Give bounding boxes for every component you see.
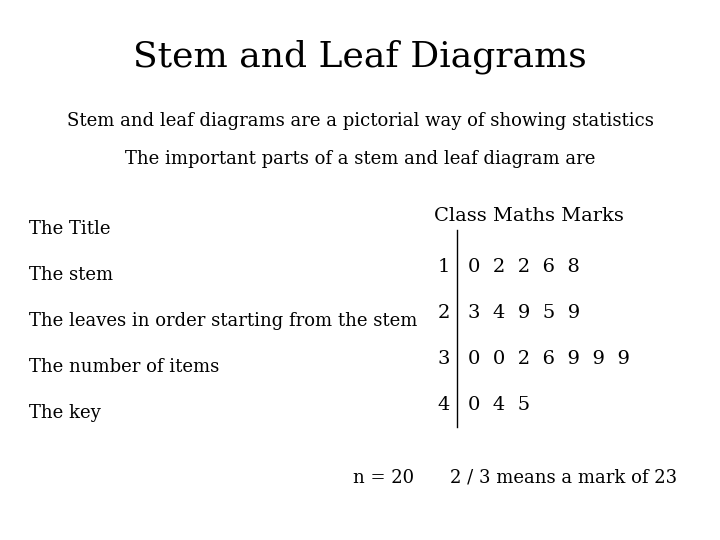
Text: 0  2  2  6  8: 0 2 2 6 8 bbox=[468, 258, 580, 276]
Text: 4: 4 bbox=[438, 396, 450, 414]
Text: 2: 2 bbox=[438, 304, 450, 322]
Text: Stem and Leaf Diagrams: Stem and Leaf Diagrams bbox=[133, 39, 587, 74]
Text: 1: 1 bbox=[438, 258, 450, 276]
Text: 0  0  2  6  9  9  9: 0 0 2 6 9 9 9 bbox=[468, 350, 630, 368]
Text: The important parts of a stem and leaf diagram are: The important parts of a stem and leaf d… bbox=[125, 150, 595, 168]
Text: n = 20: n = 20 bbox=[353, 469, 414, 487]
Text: The Title: The Title bbox=[29, 220, 110, 239]
Text: 0  4  5: 0 4 5 bbox=[468, 396, 530, 414]
Text: 2 / 3 means a mark of 23: 2 / 3 means a mark of 23 bbox=[450, 469, 677, 487]
Text: The number of items: The number of items bbox=[29, 358, 219, 376]
Text: Stem and leaf diagrams are a pictorial way of showing statistics: Stem and leaf diagrams are a pictorial w… bbox=[66, 112, 654, 131]
Text: The leaves in order starting from the stem: The leaves in order starting from the st… bbox=[29, 312, 417, 330]
Text: Class Maths Marks: Class Maths Marks bbox=[434, 207, 624, 225]
Text: The key: The key bbox=[29, 404, 101, 422]
Text: The stem: The stem bbox=[29, 266, 113, 285]
Text: 3  4  9  5  9: 3 4 9 5 9 bbox=[468, 304, 580, 322]
Text: 3: 3 bbox=[438, 350, 450, 368]
